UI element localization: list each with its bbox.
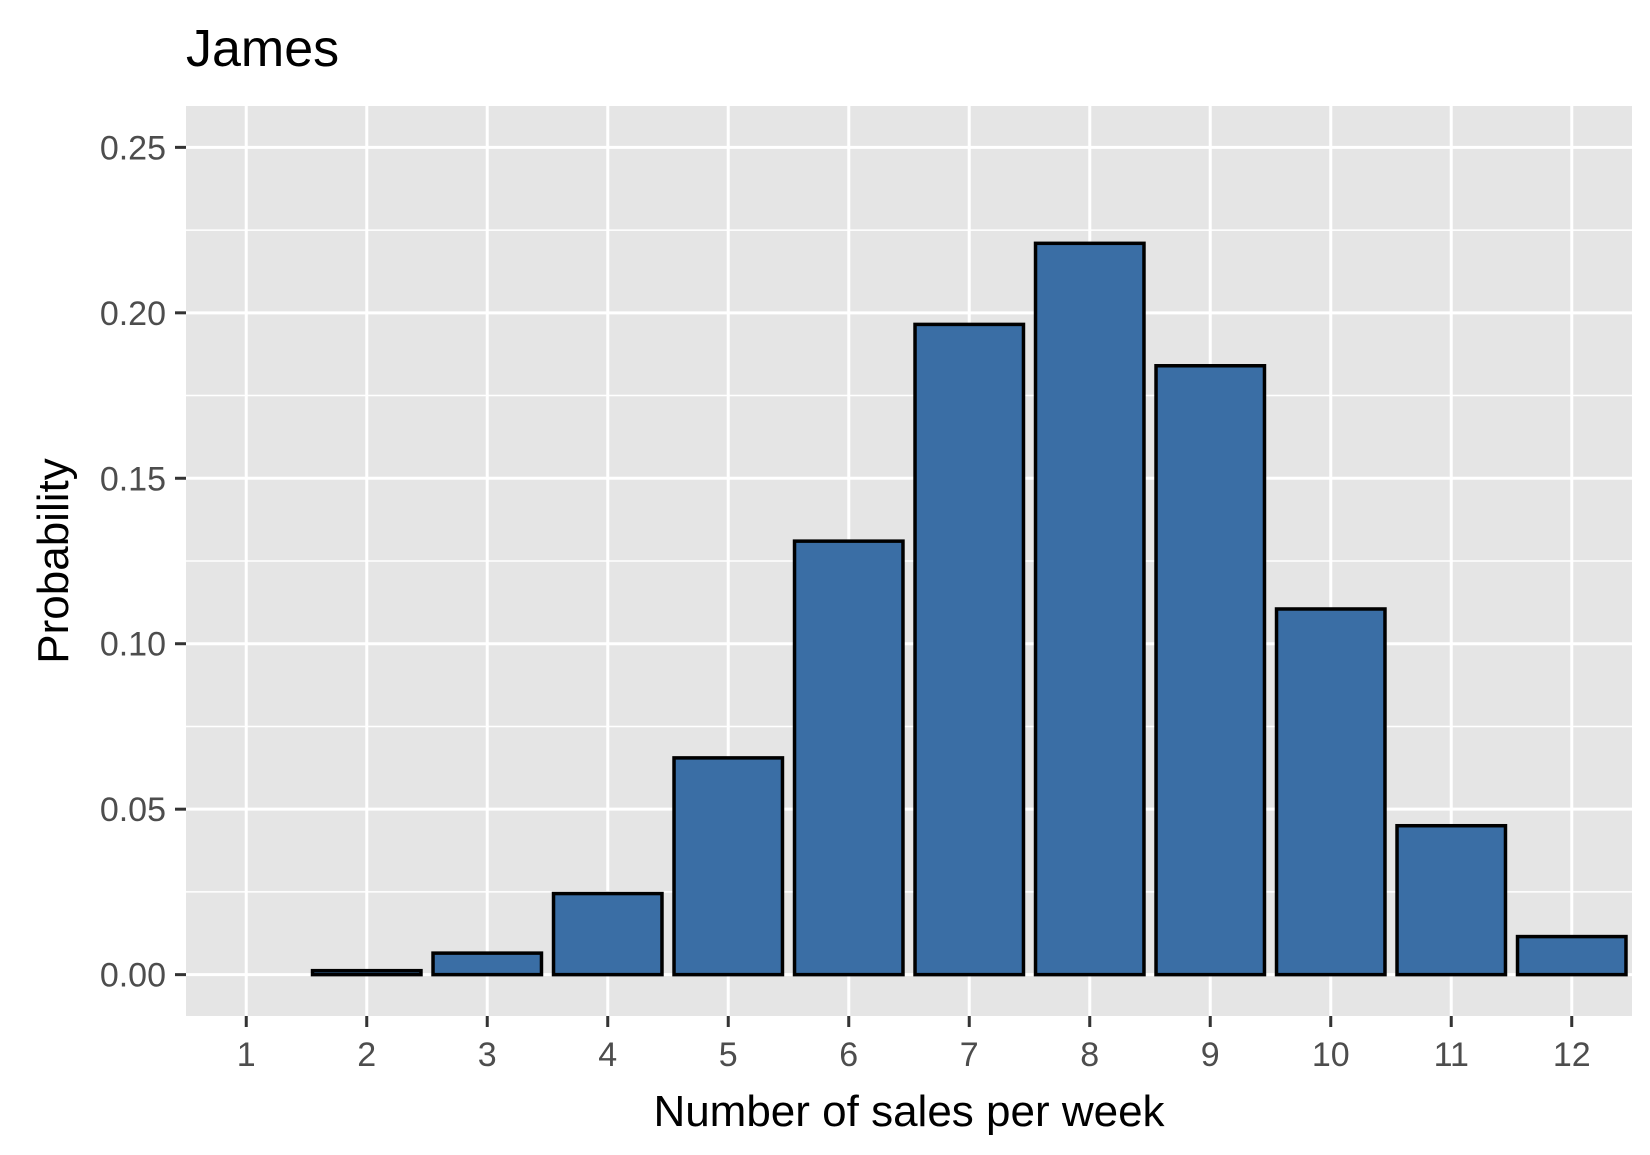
bar-11 [1395, 823, 1508, 977]
minor-gridlines [186, 229, 1632, 893]
x-tick-label: 3 [478, 1036, 497, 1074]
bar-8 [1033, 241, 1146, 977]
x-tick-label: 11 [1434, 1036, 1469, 1074]
x-tick-label: 9 [1201, 1036, 1220, 1074]
y-tick-label: 0.00 [100, 957, 166, 995]
bar-9 [1154, 364, 1267, 977]
x-tick-label: 2 [357, 1036, 376, 1074]
x-tick-label: 7 [960, 1036, 979, 1074]
y-tick-label: 0.20 [100, 295, 166, 333]
x-tick-label: 10 [1312, 1036, 1350, 1074]
y-tick-label: 0.05 [100, 791, 166, 829]
x-tick-label: 5 [719, 1036, 738, 1074]
x-tick-label: 4 [598, 1036, 617, 1074]
bar-10 [1274, 607, 1387, 977]
bar-5 [672, 756, 785, 977]
y-tick-label: 0.15 [100, 460, 166, 498]
bar-7 [913, 322, 1026, 977]
x-tick-label: 8 [1080, 1036, 1099, 1074]
x-tick-label: 12 [1553, 1036, 1591, 1074]
x-axis-title: Number of sales per week [653, 1087, 1165, 1136]
bar-4 [551, 891, 664, 977]
x-tick-label: 1 [237, 1036, 256, 1074]
bar-12 [1515, 934, 1628, 977]
x-tick-label: 6 [839, 1036, 858, 1074]
y-axis: 0.00 0.05 0.10 0.15 0.20 0.25 [100, 129, 186, 995]
bar-6 [792, 539, 905, 977]
y-tick-label: 0.10 [100, 626, 166, 664]
bar-3 [431, 951, 544, 977]
x-axis: 1 2 3 4 5 6 7 8 9 10 11 12 [237, 1016, 1591, 1074]
bar-2 [310, 968, 423, 977]
bars [310, 241, 1628, 977]
y-tick-label: 0.25 [100, 129, 166, 167]
chart-title: James [186, 20, 339, 78]
y-axis-title: Probability [29, 458, 78, 663]
